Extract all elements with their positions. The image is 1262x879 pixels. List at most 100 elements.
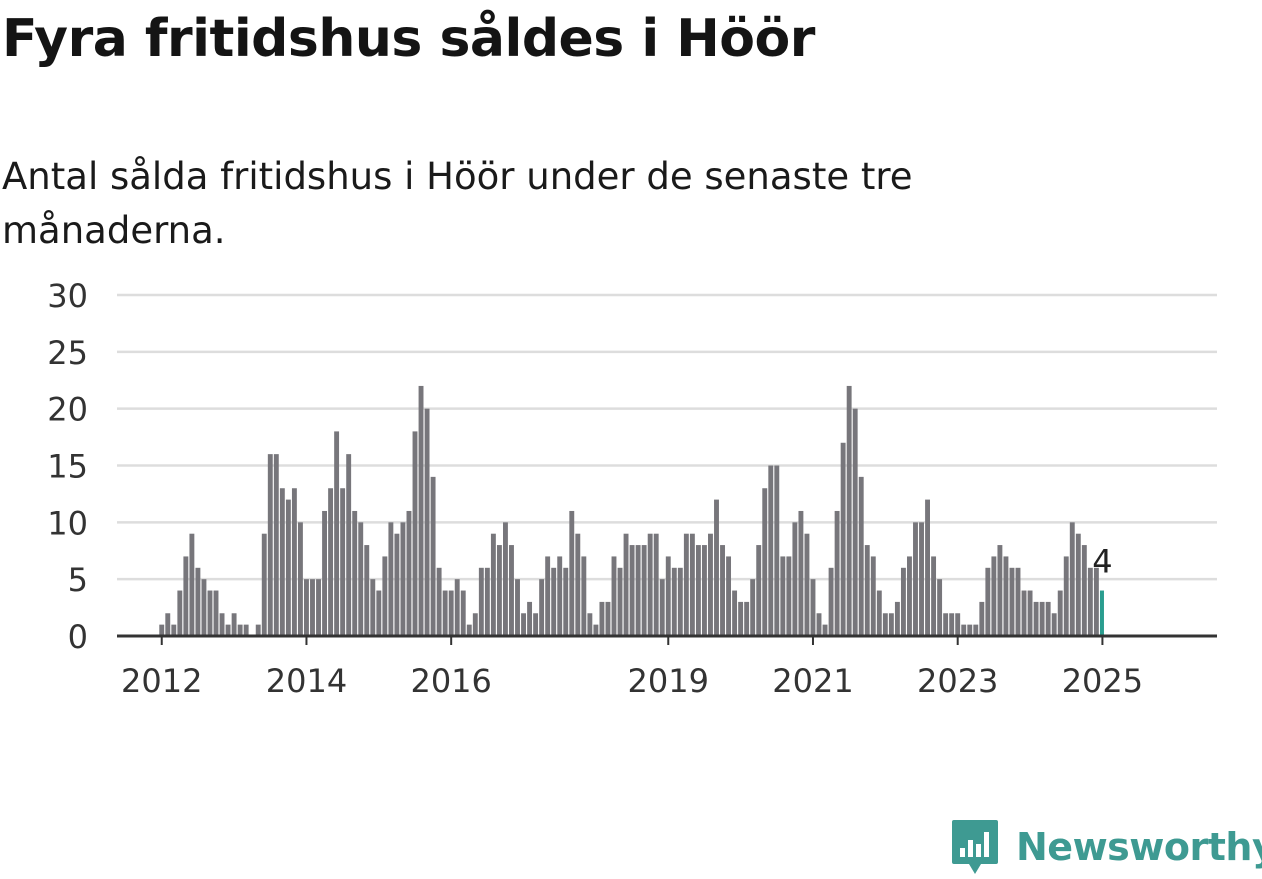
- bar: [484, 567, 490, 636]
- y-tick-label: 0: [68, 618, 88, 656]
- bar: [973, 624, 979, 636]
- bar: [599, 601, 605, 636]
- y-tick-label: 25: [47, 334, 88, 372]
- newsworthy-logo-icon: [952, 820, 998, 874]
- bar: [792, 522, 798, 636]
- bar: [834, 510, 840, 636]
- x-tick-label: 2021: [772, 662, 853, 700]
- bar: [1033, 601, 1039, 636]
- bar: [273, 454, 279, 636]
- bar: [346, 454, 352, 636]
- bar: [557, 556, 563, 636]
- bar: [503, 522, 508, 636]
- bar: [756, 545, 762, 636]
- bar: [605, 601, 611, 636]
- bar: [569, 510, 575, 636]
- y-tick-label: 10: [47, 504, 88, 542]
- bar: [328, 488, 334, 636]
- bar: [876, 590, 882, 636]
- bar: [967, 624, 973, 636]
- bar: [744, 601, 750, 636]
- bar: [726, 556, 732, 636]
- y-tick-label: 15: [47, 448, 88, 486]
- bar: [382, 556, 388, 636]
- bar: [159, 624, 165, 636]
- bar: [1057, 590, 1063, 636]
- bar: [804, 533, 810, 636]
- bar: [659, 579, 665, 636]
- bar: [846, 385, 852, 636]
- bar: [442, 590, 448, 636]
- bar: [418, 385, 424, 636]
- bar: [1051, 613, 1057, 636]
- x-tick-label: 2019: [628, 662, 709, 700]
- bar: [291, 488, 297, 636]
- x-tick-label: 2023: [917, 662, 998, 700]
- bar: [852, 408, 858, 636]
- bar: [539, 579, 545, 636]
- bar: [593, 624, 599, 636]
- bar: [810, 579, 816, 636]
- bar: [322, 510, 327, 636]
- bar: [370, 579, 376, 636]
- bar: [949, 613, 955, 636]
- y-tick-label: 20: [47, 391, 88, 429]
- bar: [708, 533, 713, 636]
- bar: [816, 613, 822, 636]
- bar: [894, 601, 900, 636]
- bar: [563, 567, 569, 636]
- bar: [183, 556, 189, 636]
- bar: [623, 533, 629, 636]
- bar: [575, 533, 581, 636]
- bar: [677, 567, 683, 636]
- bar: [828, 567, 834, 636]
- bar: [671, 567, 677, 636]
- bar: [587, 613, 593, 636]
- bar: [255, 624, 261, 636]
- bar: [1039, 601, 1045, 636]
- bar: [394, 533, 400, 636]
- bar: [689, 533, 695, 636]
- bar: [653, 533, 659, 636]
- bar: [864, 545, 870, 636]
- bar: [201, 579, 207, 636]
- bar: [762, 488, 768, 636]
- bar: [768, 465, 774, 636]
- bar: [919, 522, 924, 636]
- bar: [617, 567, 623, 636]
- bar: [647, 533, 653, 636]
- bar: [870, 556, 876, 636]
- bar: [997, 545, 1003, 636]
- bar: [358, 522, 364, 636]
- bar: [714, 499, 719, 636]
- bar: [195, 567, 201, 636]
- bar: [1075, 533, 1081, 636]
- bar: [219, 613, 225, 636]
- chart-subtitle: Antal sålda fritidshus i Höör under de s…: [2, 155, 913, 252]
- bar: [285, 499, 291, 636]
- bar: [515, 579, 520, 636]
- bar: [665, 556, 671, 636]
- bar: [1045, 601, 1051, 636]
- bar: [533, 613, 539, 636]
- bar: [943, 613, 949, 636]
- bar: [490, 533, 496, 636]
- bar: [882, 613, 888, 636]
- bar: [225, 624, 231, 636]
- bar: [581, 556, 587, 636]
- newsworthy-brand[interactable]: Newsworthy: [950, 818, 1262, 876]
- bar: [786, 556, 792, 636]
- x-tick-label: 2014: [266, 662, 347, 700]
- bar: [985, 567, 991, 636]
- bar: [858, 476, 864, 636]
- bar: [913, 522, 918, 636]
- bar: [900, 567, 906, 636]
- bar: [243, 624, 249, 636]
- y-axis-labels: 0 5 10 15 20 25 30: [47, 277, 88, 656]
- bar: [478, 567, 484, 636]
- bars: [159, 385, 1104, 636]
- bar: [937, 579, 943, 636]
- bar: [316, 579, 321, 636]
- bar: [509, 545, 514, 636]
